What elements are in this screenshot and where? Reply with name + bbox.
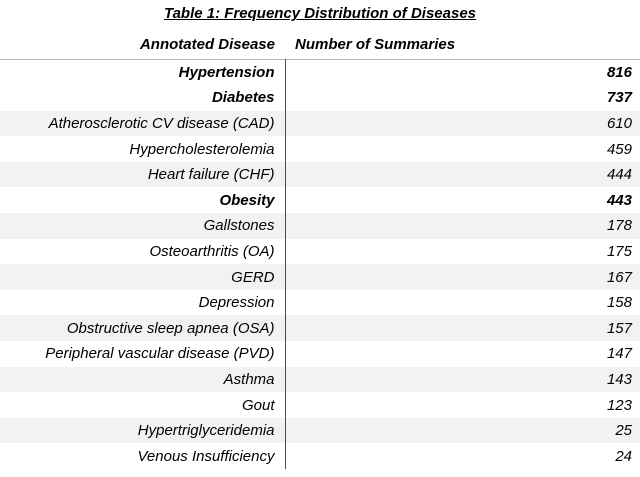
table-row: Diabetes 737 (0, 85, 640, 111)
table-row: Gout 123 (0, 392, 640, 418)
table-row: Obstructive sleep apnea (OSA) 157 (0, 315, 640, 342)
summary-count: 737 (606, 89, 632, 107)
summary-count: 25 (615, 422, 632, 440)
summary-count: 175 (606, 242, 632, 260)
table-row: Osteoarthritis (OA) 175 (0, 238, 640, 265)
table-body: Hypertension 816 Diabetes 737 Atheroscleroti… (0, 59, 640, 469)
summary-count: 178 (606, 217, 632, 235)
disease-name: Diabetes (0, 85, 286, 111)
summary-count: 444 (606, 166, 632, 184)
table-header-row: Annotated Disease Number of Summaries (0, 36, 640, 53)
disease-name: Peripheral vascular disease (PVD) (0, 341, 286, 367)
summary-count: 24 (615, 447, 632, 465)
summary-count: 158 (606, 294, 632, 312)
disease-name: Hypertension (0, 59, 286, 86)
summary-count: 157 (606, 319, 632, 337)
disease-name: Atherosclerotic CV disease (CAD) (0, 110, 286, 137)
column-header-annotated-disease: Annotated Disease (139, 36, 275, 53)
table-row: Hypercholesterolemia 459 (0, 136, 640, 162)
table-caption: Table 1: Frequency Distribution of Disea… (163, 5, 477, 22)
disease-name: Gout (0, 392, 286, 418)
disease-name: Gallstones (0, 213, 286, 239)
table-row: Atherosclerotic CV disease (CAD) 610 (0, 110, 640, 137)
table-row: GERD 167 (0, 264, 640, 290)
summary-count: 443 (606, 191, 632, 209)
disease-name: Osteoarthritis (OA) (0, 238, 286, 265)
disease-name: Obstructive sleep apnea (OSA) (0, 315, 286, 342)
disease-name: Heart failure (CHF) (0, 161, 286, 188)
table-row: Hypertension 816 (0, 59, 640, 86)
summary-count: 167 (606, 268, 632, 286)
summary-count: 459 (606, 140, 632, 158)
frequency-distribution-table: Hypertension 816 Diabetes 737 Atheroscleroti… (0, 59, 640, 469)
summary-count: 143 (606, 370, 632, 388)
summary-count: 123 (606, 396, 632, 414)
table-row: Depression 158 (0, 289, 640, 316)
table-row: Hypertriglyceridemia 25 (0, 417, 640, 444)
disease-name: GERD (0, 264, 286, 290)
disease-name: Obesity (0, 187, 286, 214)
table-row: Asthma 143 (0, 366, 640, 393)
disease-name: Asthma (0, 366, 286, 393)
table-row: Obesity 443 (0, 187, 640, 214)
summary-count: 610 (606, 114, 632, 132)
summary-count: 147 (606, 345, 632, 363)
disease-name: Hypercholesterolemia (0, 136, 286, 162)
disease-name: Hypertriglyceridemia (0, 417, 286, 444)
table-row: Gallstones 178 (0, 213, 640, 239)
column-header-number-of-summaries: Number of Summaries (295, 36, 456, 53)
disease-name: Depression (0, 289, 286, 316)
table-row: Venous Insufficiency 24 (0, 443, 640, 469)
table-row: Peripheral vascular disease (PVD) 147 (0, 341, 640, 367)
disease-name: Venous Insufficiency (0, 443, 286, 469)
table-row: Heart failure (CHF) 444 (0, 161, 640, 188)
summary-count: 816 (285, 59, 640, 86)
